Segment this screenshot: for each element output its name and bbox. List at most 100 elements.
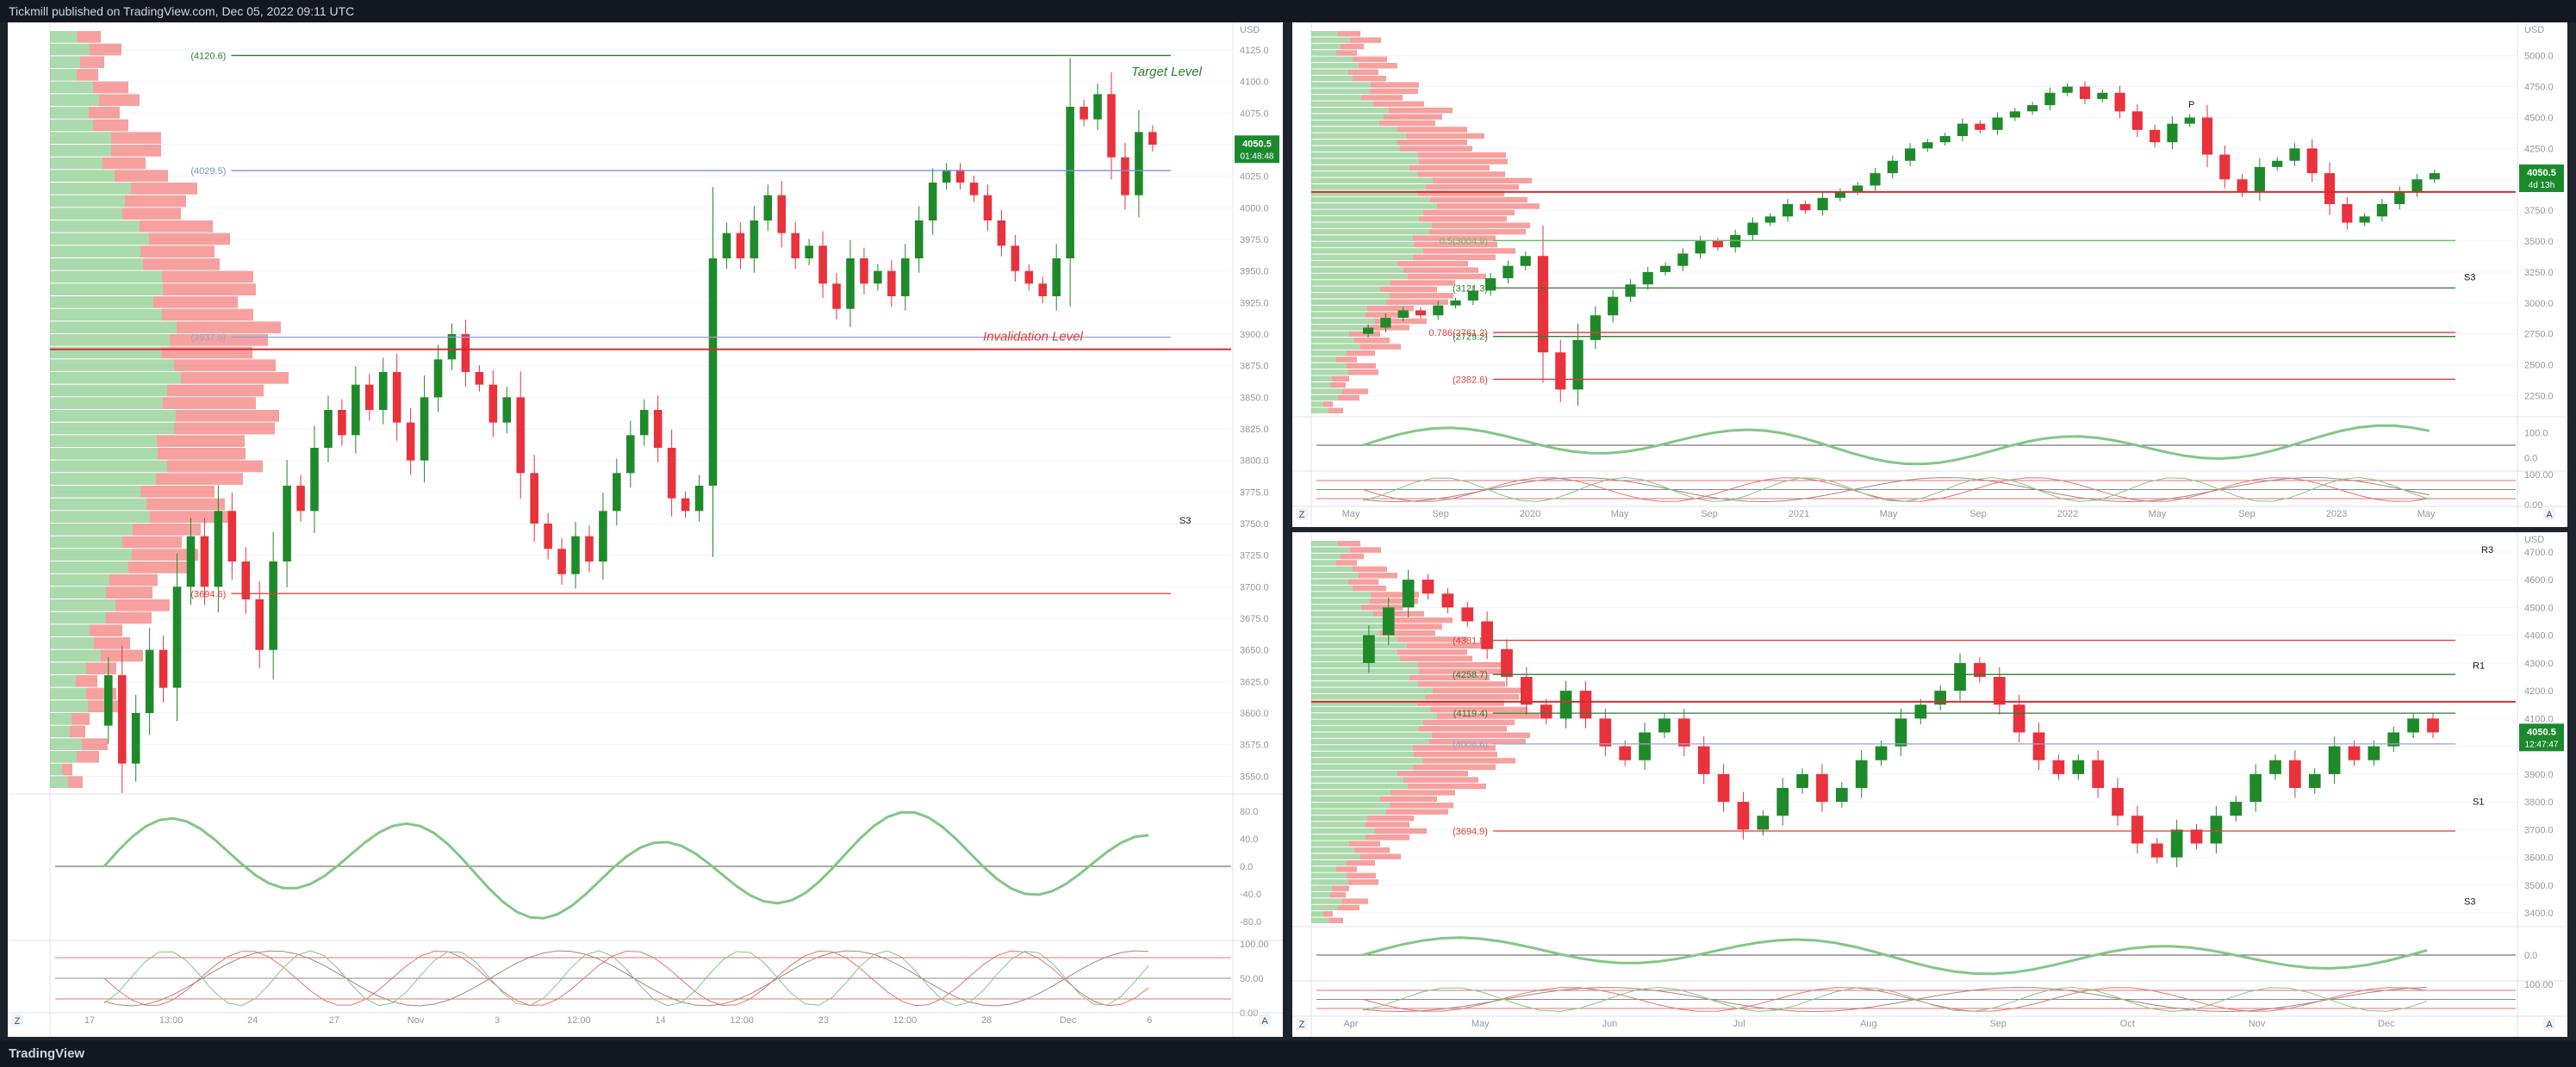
candle-body [914, 220, 924, 258]
auto-scale-button [2543, 1018, 2555, 1030]
volume-profile-buy [50, 524, 133, 536]
volume-profile-sell [1437, 203, 1540, 209]
stoch-line [1362, 986, 2428, 1012]
volume-profile-buy [1311, 56, 1353, 63]
candle-body [338, 410, 346, 436]
volume-profile-buy [1311, 783, 1408, 790]
candle-body [2368, 746, 2380, 760]
volume-profile-sell [1349, 331, 1380, 337]
candle-body [2289, 148, 2300, 161]
candle-body [1441, 593, 1454, 608]
x-tick-label: 2021 [1789, 509, 1809, 519]
candle-body [2269, 760, 2281, 774]
volume-profile-sell [115, 170, 168, 182]
volume-profile-sell [1391, 790, 1455, 796]
volume-profile-buy [1311, 299, 1386, 305]
volume-profile-buy [1311, 75, 1353, 82]
candle-body [447, 334, 457, 360]
volume-profile-buy [1311, 655, 1400, 661]
chart-panel-bottom-right[interactable]: USD 4700.0 4600.0 4500.0 4400.0 4300.0 4200.0 4… [1292, 532, 2567, 1037]
volume-profile-buy [50, 245, 140, 257]
level-label: (4120.6) [190, 51, 226, 61]
volume-profile-sell [122, 208, 181, 220]
volume-profile-buy [50, 687, 86, 700]
candle-body [928, 183, 937, 220]
volume-profile-buy [1311, 706, 1430, 713]
candle-body [791, 233, 800, 258]
candle-body [255, 599, 264, 650]
tradingview-logo: TradingView [9, 1046, 85, 1061]
y-tick-label: 2750.0 [2524, 330, 2554, 340]
volume-profile-sell [68, 776, 83, 788]
volume-profile-buy [1311, 815, 1367, 822]
x-tick-label: 6 [1147, 1015, 1152, 1026]
volume-profile-sell [128, 561, 192, 574]
volume-profile-buy [1311, 88, 1370, 95]
volume-profile-sell [1338, 394, 1360, 401]
candle-body [997, 220, 1006, 246]
candle-body [1993, 677, 2006, 705]
candle-body [694, 486, 704, 512]
y-tick-label: 4100.0 [2524, 714, 2554, 724]
y-tick-label: 4000.0 [1240, 203, 1269, 214]
volume-profile-sell [1353, 75, 1386, 82]
volume-profile-sell [167, 460, 263, 473]
volume-profile-buy [1311, 152, 1418, 158]
candle-body [736, 233, 745, 258]
volume-profile-buy [50, 157, 103, 170]
candle-body [763, 195, 773, 220]
candle-body [1875, 746, 1888, 760]
candle-body [1730, 234, 1741, 248]
candle-body [1382, 607, 1395, 636]
y-tick-label: 3725.0 [1240, 551, 1269, 561]
chart-panel-left[interactable]: USD4125.04100.04075.04050.04025.04000.03… [8, 22, 1283, 1037]
stoch-tick-label: 50.00 [1240, 974, 1264, 984]
volume-profile-sell [1348, 69, 1378, 75]
x-tick-label: Aug [1860, 1019, 1877, 1029]
volume-profile-buy [1311, 203, 1437, 209]
volume-profile-sell [62, 763, 72, 776]
candle-body [777, 195, 787, 233]
currency-label: USD [1240, 25, 1260, 35]
candle-body [2170, 829, 2183, 858]
volume-profile-sell [1419, 216, 1507, 222]
candle-body [1080, 107, 1088, 120]
candle-body [324, 410, 333, 448]
volume-profile-buy [1311, 222, 1432, 228]
volume-profile-sell [156, 473, 243, 485]
volume-profile-buy [50, 195, 125, 208]
y-tick-label: 3750.0 [1240, 519, 1269, 530]
volume-profile-sell [1323, 911, 1333, 917]
last-price-badge [1235, 135, 1279, 164]
volume-profile-buy [1311, 623, 1384, 630]
volume-profile-sell [131, 183, 197, 195]
volume-profile-sell [1417, 700, 1504, 706]
volume-profile-sell [1370, 88, 1418, 95]
volume-profile-sell [1418, 681, 1505, 687]
volume-profile-sell [1423, 248, 1515, 254]
chart-panel-top-right[interactable]: USD5000.04750.04500.04250.04000.03750.03… [1292, 22, 2567, 527]
candle-body [1639, 732, 1651, 760]
volume-profile-buy [1311, 407, 1328, 413]
volume-profile-buy [1311, 585, 1353, 592]
volume-profile-buy [1311, 280, 1391, 286]
volume-profile-sell [1323, 401, 1333, 407]
candle-body [1800, 203, 1811, 211]
x-tick-label: 2023 [2326, 509, 2347, 519]
volume-profile-buy [1311, 69, 1348, 75]
volume-profile-sell [90, 624, 122, 636]
volume-profile-buy [50, 107, 89, 119]
volume-profile-buy [50, 536, 122, 549]
last-price-badge [2519, 164, 2564, 193]
volume-profile-buy [50, 549, 132, 561]
y-tick-label: 4600.0 [2524, 575, 2554, 586]
candle-body [2097, 92, 2108, 99]
volume-profile-buy [50, 763, 62, 776]
volume-profile-buy [1311, 547, 1350, 553]
volume-profile-buy [50, 486, 140, 498]
volume-profile-sell [167, 384, 264, 397]
candle-body [2427, 718, 2439, 733]
volume-profile-buy [1311, 642, 1407, 649]
y-tick-label: 3750.0 [2524, 206, 2554, 216]
candle-body [1816, 773, 1828, 803]
